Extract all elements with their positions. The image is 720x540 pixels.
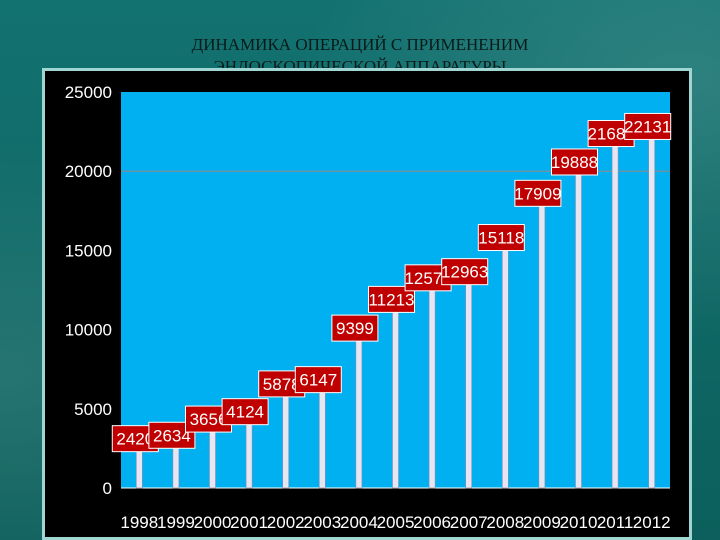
x-tick-label: 2002 (267, 513, 305, 532)
bar (355, 338, 363, 489)
bar (611, 144, 619, 489)
slide-title-line1: ДИНАМИКА ОПЕРАЦИЙ С ПРИМЕНЕНИМ (191, 35, 529, 54)
bar (428, 288, 436, 489)
data-label-box (294, 366, 342, 394)
bar (282, 394, 290, 489)
x-tick-label: 2005 (377, 513, 415, 532)
data-label: 15118 (478, 229, 524, 248)
data-label: 12963 (441, 263, 488, 282)
bar (209, 429, 216, 489)
y-tick-label: 15000 (65, 241, 112, 260)
bar (501, 248, 509, 489)
y-tick-label: 25000 (65, 83, 112, 102)
bar (136, 449, 143, 489)
bar (245, 422, 253, 489)
data-label: 9399 (336, 319, 374, 338)
data-label-box (624, 112, 672, 140)
data-label: 21684 (587, 125, 634, 144)
x-tick-label: 1999 (157, 513, 195, 532)
data-label: 2634 (153, 426, 191, 445)
data-label: 3656 (190, 410, 228, 429)
x-tick-label: 2012 (633, 513, 671, 532)
data-label: 5878 (263, 375, 301, 394)
data-label: 11213 (368, 290, 414, 309)
x-tick-label: 2003 (303, 513, 341, 532)
x-tick-label: 2000 (194, 513, 232, 532)
x-tick-label: 2009 (523, 513, 561, 532)
data-label: 19888 (551, 153, 598, 172)
data-label: 2420 (116, 430, 154, 449)
data-label: 17909 (514, 184, 561, 203)
data-label: 6147 (299, 371, 337, 390)
data-label-box (221, 398, 269, 426)
bar (318, 390, 326, 489)
x-tick-label: 2011 (597, 513, 634, 532)
x-tick-label: 2004 (340, 513, 378, 532)
data-label: 22131 (624, 117, 671, 136)
bar (538, 204, 546, 489)
data-label-box (477, 224, 525, 252)
y-tick-label: 0 (103, 479, 112, 498)
bar (465, 282, 473, 489)
y-tick-label: 5000 (74, 400, 112, 419)
x-tick-label: 2008 (486, 513, 524, 532)
bar (575, 172, 582, 489)
data-label-box (441, 258, 489, 286)
data-label: 12574 (404, 269, 451, 288)
x-tick-label: 2006 (413, 513, 451, 532)
y-tick-label: 10000 (65, 321, 112, 340)
bar (172, 445, 180, 489)
data-label-box (514, 179, 562, 207)
data-label-box (551, 148, 598, 176)
x-tick-label: 2010 (560, 513, 598, 532)
x-tick-label: 2007 (450, 513, 488, 532)
x-tick-label: 2001 (230, 513, 268, 532)
bar (648, 137, 656, 489)
x-tick-label: 1998 (120, 513, 158, 532)
data-label-box (331, 314, 379, 342)
y-tick-label: 20000 (65, 162, 112, 181)
data-label: 4124 (226, 403, 264, 422)
bar (392, 310, 399, 489)
